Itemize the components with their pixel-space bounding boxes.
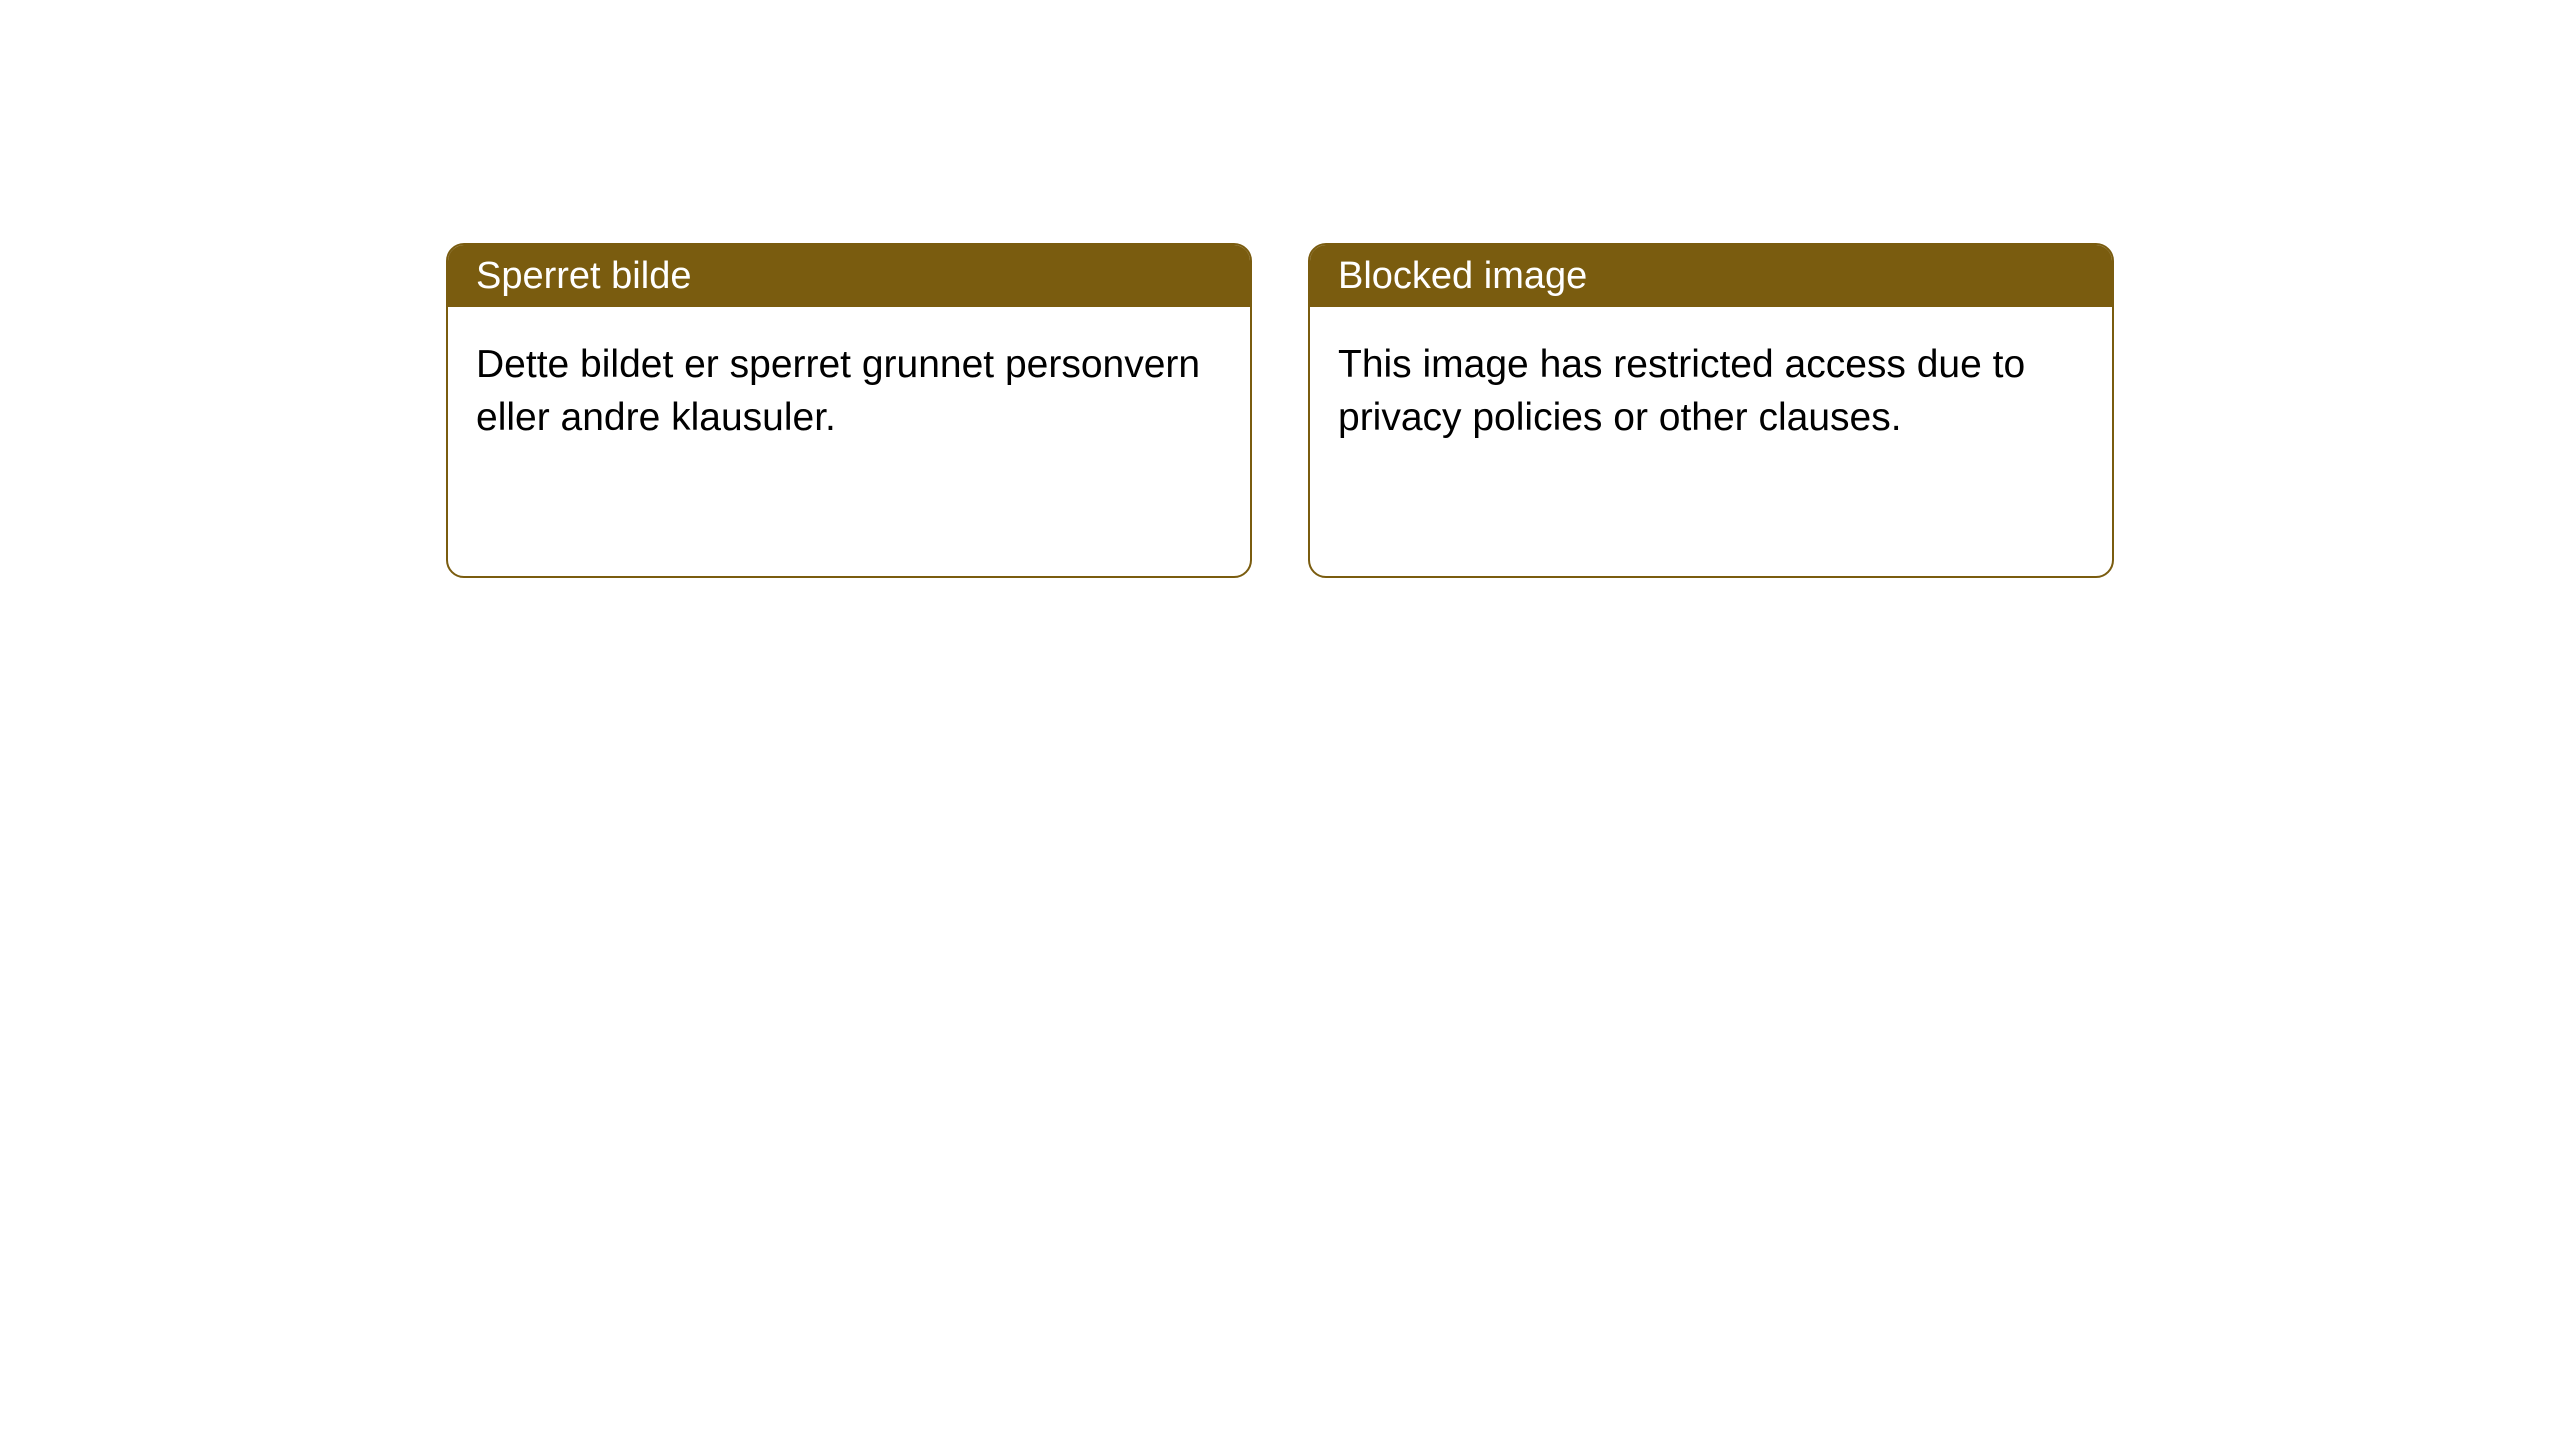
- notice-body: This image has restricted access due to …: [1310, 307, 2112, 476]
- notice-header-text: Blocked image: [1338, 255, 1587, 298]
- notice-header-text: Sperret bilde: [476, 255, 691, 298]
- notice-container: Sperret bilde Dette bildet er sperret gr…: [446, 243, 2114, 578]
- notice-body: Dette bildet er sperret grunnet personve…: [448, 307, 1250, 476]
- notice-body-text: This image has restricted access due to …: [1338, 343, 2025, 439]
- notice-card-english: Blocked image This image has restricted …: [1308, 243, 2114, 578]
- notice-body-text: Dette bildet er sperret grunnet personve…: [476, 343, 1200, 439]
- notice-header: Sperret bilde: [448, 245, 1250, 307]
- notice-card-norwegian: Sperret bilde Dette bildet er sperret gr…: [446, 243, 1252, 578]
- notice-header: Blocked image: [1310, 245, 2112, 307]
